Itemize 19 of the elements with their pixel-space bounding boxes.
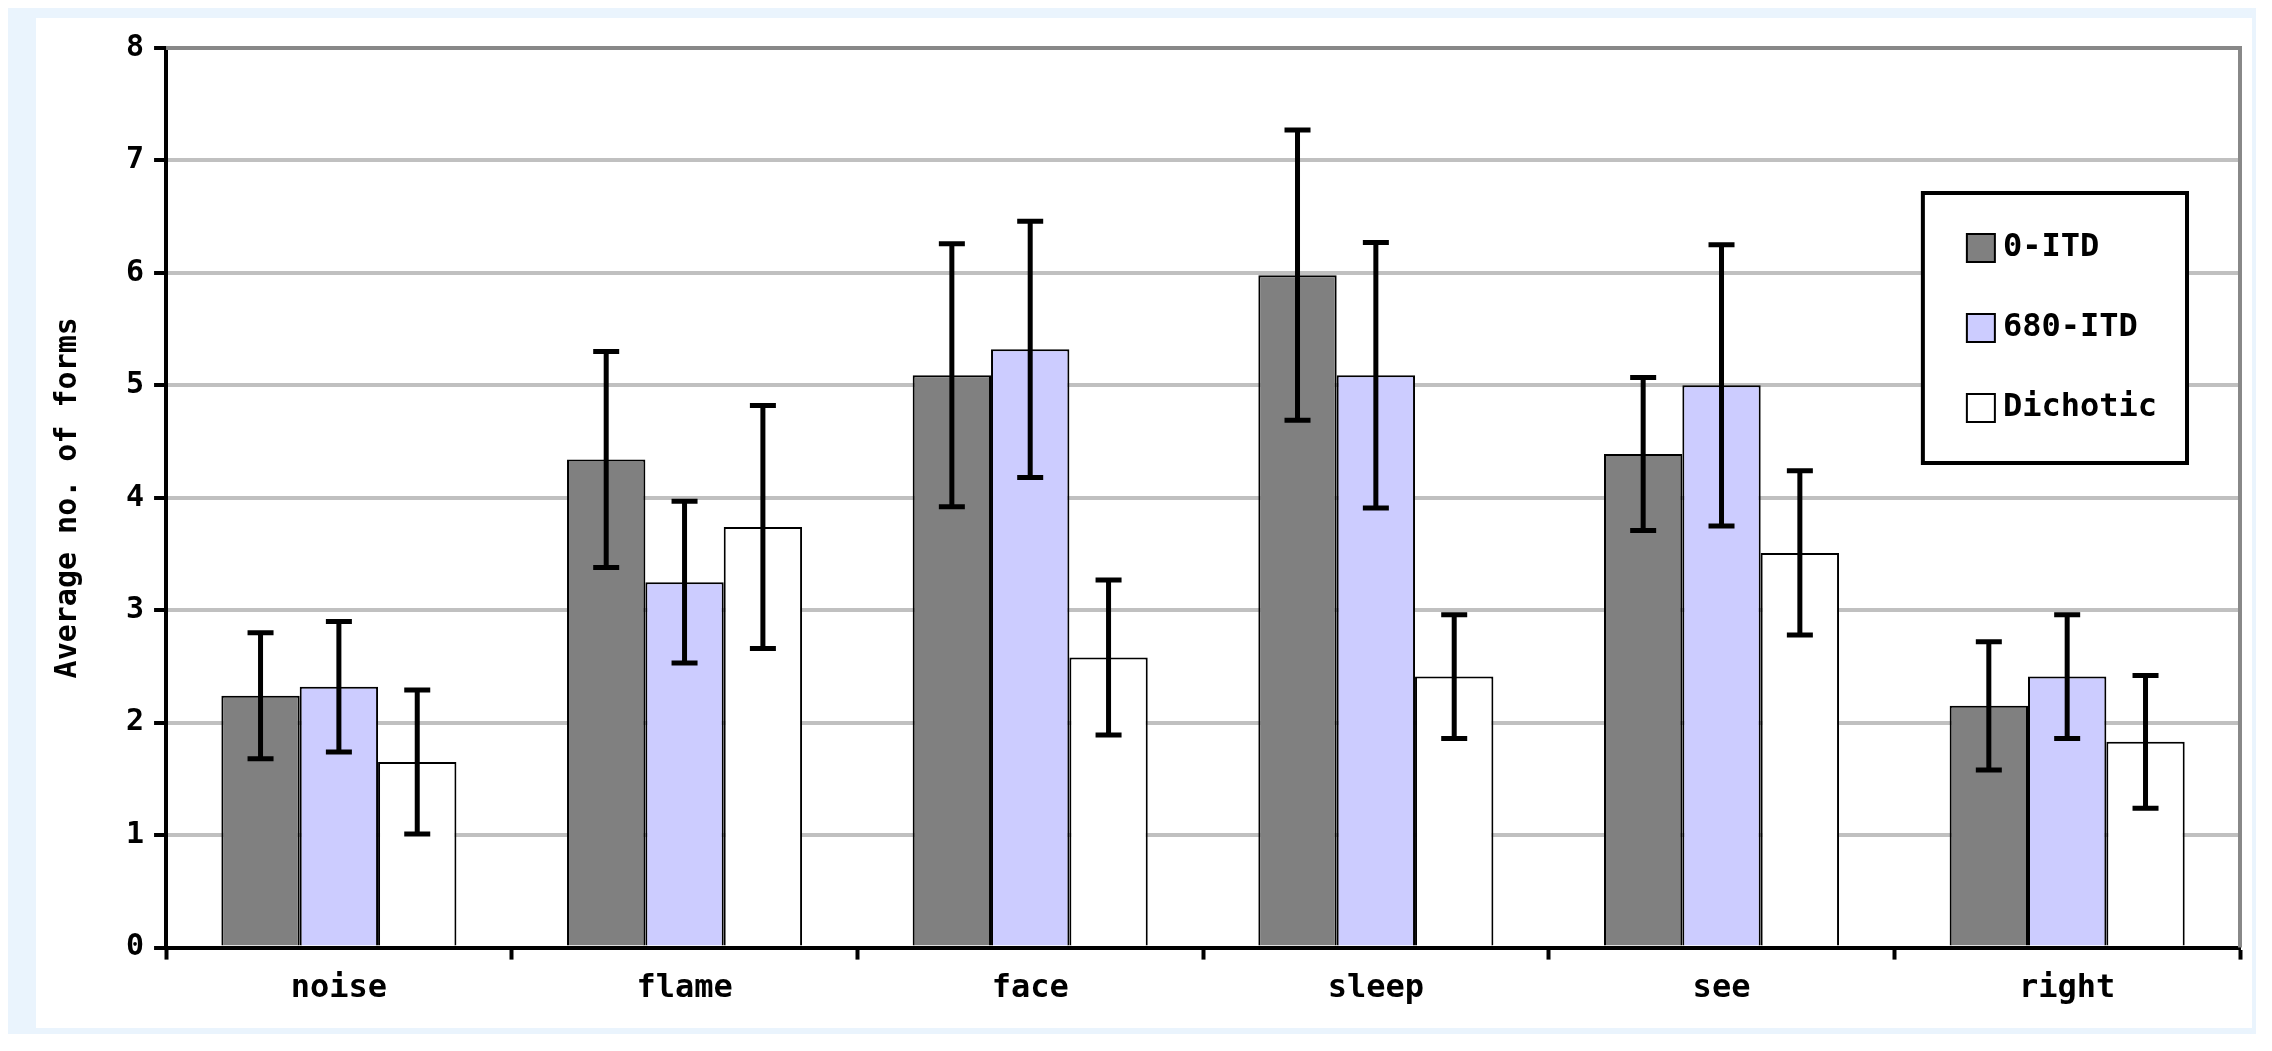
y-tick-label: 3 (126, 590, 145, 626)
legend-label: 680-ITD (2002, 306, 2138, 345)
x-tick-label: see (1692, 967, 1751, 1006)
legend-label: 0-ITD (2002, 226, 2100, 265)
y-tick-label: 1 (126, 814, 145, 850)
x-tick-label: face (991, 967, 1069, 1006)
y-axis-title: Average no. of forms (47, 317, 83, 679)
legend-label: Dichotic (2002, 386, 2157, 425)
x-tick-label: flame (636, 967, 733, 1006)
y-tick-label: 8 (126, 27, 145, 63)
y-tick-label: 7 (126, 140, 145, 176)
x-tick-label: right (2019, 967, 2116, 1006)
x-tick-label: sleep (1327, 967, 1425, 1006)
y-tick-label: 5 (126, 365, 145, 401)
x-tick-label: noise (290, 967, 388, 1006)
y-tick-label: 0 (126, 927, 145, 963)
y-tick-label: 2 (126, 702, 145, 738)
y-tick-label: 4 (126, 477, 145, 513)
y-tick-label: 6 (126, 252, 145, 288)
